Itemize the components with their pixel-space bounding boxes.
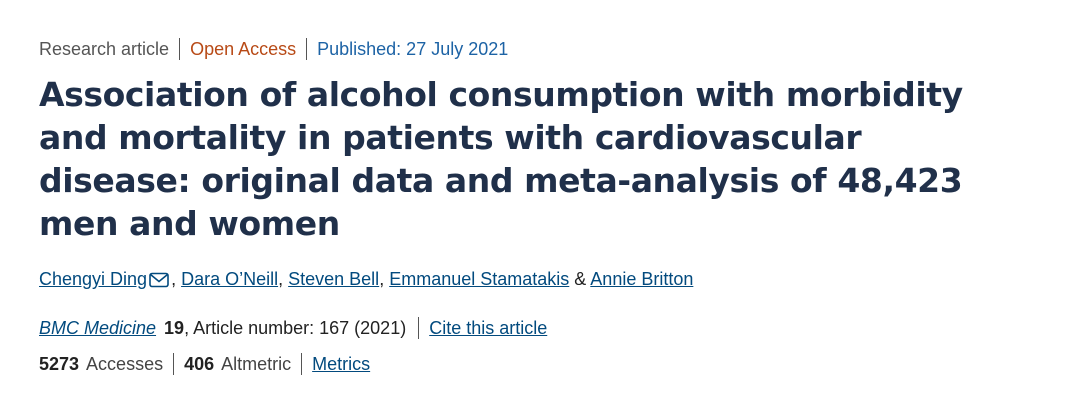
divider xyxy=(179,38,181,60)
article-title: Association of alcohol consumption with … xyxy=(39,75,963,243)
published-date: Published: 27 July 2021 xyxy=(317,39,509,59)
accesses-label: Accesses xyxy=(86,354,164,374)
journal-link[interactable]: BMC Medicine xyxy=(39,318,157,338)
article-type: Research article xyxy=(39,39,170,59)
author-separator: , xyxy=(278,269,289,289)
author-separator: & xyxy=(569,269,591,289)
author-link-4[interactable]: Emmanuel Stamatakis xyxy=(389,269,570,289)
altmetric-count: 406 xyxy=(184,354,215,374)
author-separator: , xyxy=(171,269,182,289)
metrics-link[interactable]: Metrics xyxy=(312,354,371,374)
author-link-3[interactable]: Steven Bell xyxy=(288,269,380,289)
volume-number: 19 xyxy=(164,318,185,338)
divider xyxy=(306,38,308,60)
author-link-2[interactable]: Dara O’Neill xyxy=(181,269,279,289)
article-meta: Research article Open Access Published: … xyxy=(39,37,508,61)
divider xyxy=(418,317,420,339)
divider xyxy=(301,353,303,375)
altmetric-label: Altmetric xyxy=(221,354,292,374)
cite-article-link[interactable]: Cite this article xyxy=(429,318,548,338)
accesses-count: 5273 xyxy=(39,354,80,374)
mail-icon[interactable] xyxy=(149,270,169,294)
open-access-badge: Open Access xyxy=(190,39,297,59)
article-number: , Article number: 167 (2021) xyxy=(184,318,407,338)
author-link-1[interactable]: Chengyi Ding xyxy=(39,269,148,289)
divider xyxy=(173,353,175,375)
metrics-row: 5273 Accesses 406 Altmetric Metrics xyxy=(39,352,370,376)
author-separator: , xyxy=(379,269,390,289)
author-link-5[interactable]: Annie Britton xyxy=(590,269,694,289)
citation-row: BMC Medicine 19 , Article number: 167 (2… xyxy=(39,316,547,340)
author-list: Chengyi Ding, Dara O’Neill, Steven Bell,… xyxy=(39,267,693,294)
